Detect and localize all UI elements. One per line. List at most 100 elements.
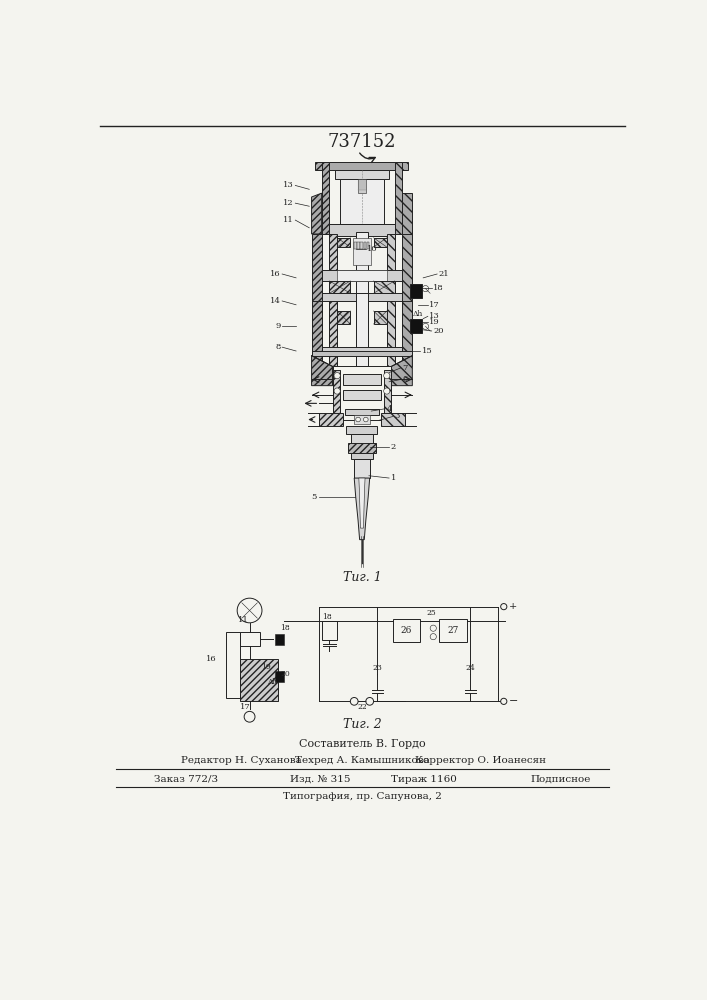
Text: 20: 20 <box>281 670 291 678</box>
Text: Составитель В. Гордо: Составитель В. Гордо <box>298 739 426 749</box>
Bar <box>322 620 337 640</box>
Bar <box>384 370 392 416</box>
Text: 17: 17 <box>429 301 440 309</box>
Bar <box>343 374 381 385</box>
Text: 18: 18 <box>433 284 444 292</box>
Bar <box>402 234 412 366</box>
Text: 18: 18 <box>281 624 291 632</box>
Bar <box>356 293 368 366</box>
Text: Изд. № 315: Изд. № 315 <box>290 775 351 784</box>
Bar <box>440 619 467 642</box>
Bar <box>393 619 420 642</box>
Text: Тираж 1160: Тираж 1160 <box>391 775 457 784</box>
Text: 737152: 737152 <box>328 133 396 151</box>
Text: −: − <box>509 696 518 706</box>
Text: 3: 3 <box>395 412 400 420</box>
Text: Типография, пр. Сапунова, 2: Типография, пр. Сапунова, 2 <box>283 792 441 801</box>
Bar <box>351 453 373 459</box>
Polygon shape <box>312 356 332 386</box>
Polygon shape <box>312 193 322 234</box>
Text: 9: 9 <box>275 322 281 330</box>
Text: 11: 11 <box>238 616 249 624</box>
Text: 6: 6 <box>402 375 407 383</box>
Text: 11: 11 <box>283 216 293 224</box>
Bar <box>329 224 395 236</box>
Bar <box>320 413 343 426</box>
Bar <box>322 270 402 281</box>
Text: Подписное: Подписное <box>530 775 590 784</box>
Bar <box>226 632 240 698</box>
Ellipse shape <box>363 417 368 422</box>
Ellipse shape <box>430 634 436 640</box>
Ellipse shape <box>422 323 428 329</box>
Ellipse shape <box>501 604 507 610</box>
Text: 20: 20 <box>433 327 444 335</box>
Text: Корректор О. Иоанесян: Корректор О. Иоанесян <box>414 756 546 765</box>
Bar <box>410 284 421 298</box>
Bar <box>354 415 370 424</box>
Bar <box>332 370 340 416</box>
Text: 8: 8 <box>275 343 281 351</box>
Bar <box>387 234 395 366</box>
Bar <box>363 242 366 249</box>
Bar <box>356 232 368 374</box>
Ellipse shape <box>430 625 436 631</box>
Text: 22: 22 <box>357 703 367 711</box>
Ellipse shape <box>501 698 507 704</box>
Bar <box>275 634 284 645</box>
Text: 7: 7 <box>402 364 408 372</box>
Bar <box>343 389 381 400</box>
Bar <box>351 434 373 445</box>
Text: Δh: Δh <box>267 678 278 686</box>
Polygon shape <box>395 162 402 234</box>
Polygon shape <box>373 238 387 247</box>
Text: 25: 25 <box>427 609 437 617</box>
Bar <box>335 170 389 179</box>
Text: 13: 13 <box>429 312 440 320</box>
Polygon shape <box>359 478 365 528</box>
Polygon shape <box>401 162 409 170</box>
Text: 10: 10 <box>368 245 378 253</box>
Text: Заказ 772/3: Заказ 772/3 <box>154 775 218 784</box>
Bar <box>329 301 337 366</box>
Polygon shape <box>322 162 329 234</box>
Polygon shape <box>402 193 412 234</box>
Bar <box>354 242 356 249</box>
Bar <box>345 409 379 415</box>
Text: 26: 26 <box>400 626 411 635</box>
Bar <box>361 242 363 249</box>
Bar <box>275 671 284 682</box>
Ellipse shape <box>244 711 255 722</box>
Bar <box>322 347 402 353</box>
Polygon shape <box>329 281 351 293</box>
Bar <box>348 443 376 453</box>
Text: 16: 16 <box>206 655 216 663</box>
Ellipse shape <box>334 388 340 394</box>
Polygon shape <box>392 356 412 386</box>
Text: Редактор Н. Суханова: Редактор Н. Суханова <box>182 756 302 765</box>
Text: 27: 27 <box>447 626 458 635</box>
Ellipse shape <box>334 373 340 379</box>
Text: +: + <box>509 602 518 611</box>
Text: 15: 15 <box>421 347 433 355</box>
Bar <box>410 319 421 333</box>
Bar <box>240 632 259 646</box>
Bar <box>358 179 366 193</box>
Text: 5: 5 <box>312 493 317 501</box>
Bar <box>329 234 337 366</box>
Ellipse shape <box>366 698 373 705</box>
Bar <box>346 426 378 434</box>
Polygon shape <box>337 238 351 247</box>
Ellipse shape <box>351 698 358 705</box>
Bar <box>357 242 360 249</box>
Text: Τиг. 2: Τиг. 2 <box>343 718 381 731</box>
Ellipse shape <box>356 417 361 422</box>
Ellipse shape <box>384 373 390 379</box>
Polygon shape <box>373 281 395 293</box>
Bar <box>329 162 395 170</box>
Text: 13: 13 <box>283 181 293 189</box>
Bar <box>387 301 395 366</box>
Text: Τиг. 1: Τиг. 1 <box>343 571 381 584</box>
Polygon shape <box>354 478 370 540</box>
Text: 21: 21 <box>438 270 450 278</box>
